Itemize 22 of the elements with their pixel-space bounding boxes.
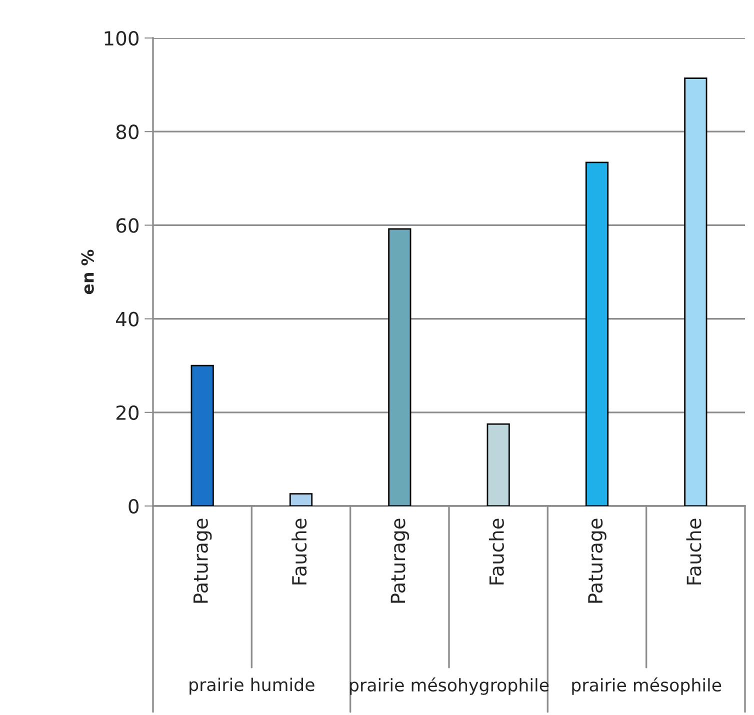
bar: [289, 493, 313, 506]
y-tick-label: 80: [116, 124, 139, 140]
y-tick-label: 20: [116, 405, 139, 420]
x-tick-label: Paturage: [588, 518, 606, 603]
y-tick-label: 0: [128, 498, 139, 514]
bar: [684, 78, 708, 506]
bar: [585, 162, 609, 506]
bar: [486, 423, 510, 506]
x-tick-label: Fauche: [488, 518, 504, 584]
x-tick-label: Fauche: [686, 518, 702, 584]
x-tick-label: Paturage: [194, 518, 212, 603]
text: prairie mésophile: [572, 677, 722, 695]
y-tick-label: 100: [104, 30, 139, 46]
x-tick-label: Fauche: [292, 518, 307, 584]
y-axis-title: en %: [81, 250, 94, 294]
bar: [190, 364, 214, 506]
text: prairie mésohygrophile: [350, 677, 549, 695]
y-tick-label: 60: [116, 218, 139, 233]
x-tick-label: Paturage: [390, 518, 410, 603]
y-tick-label: 40: [116, 312, 139, 326]
text: prairie humide: [190, 678, 314, 695]
bar: [388, 228, 412, 506]
